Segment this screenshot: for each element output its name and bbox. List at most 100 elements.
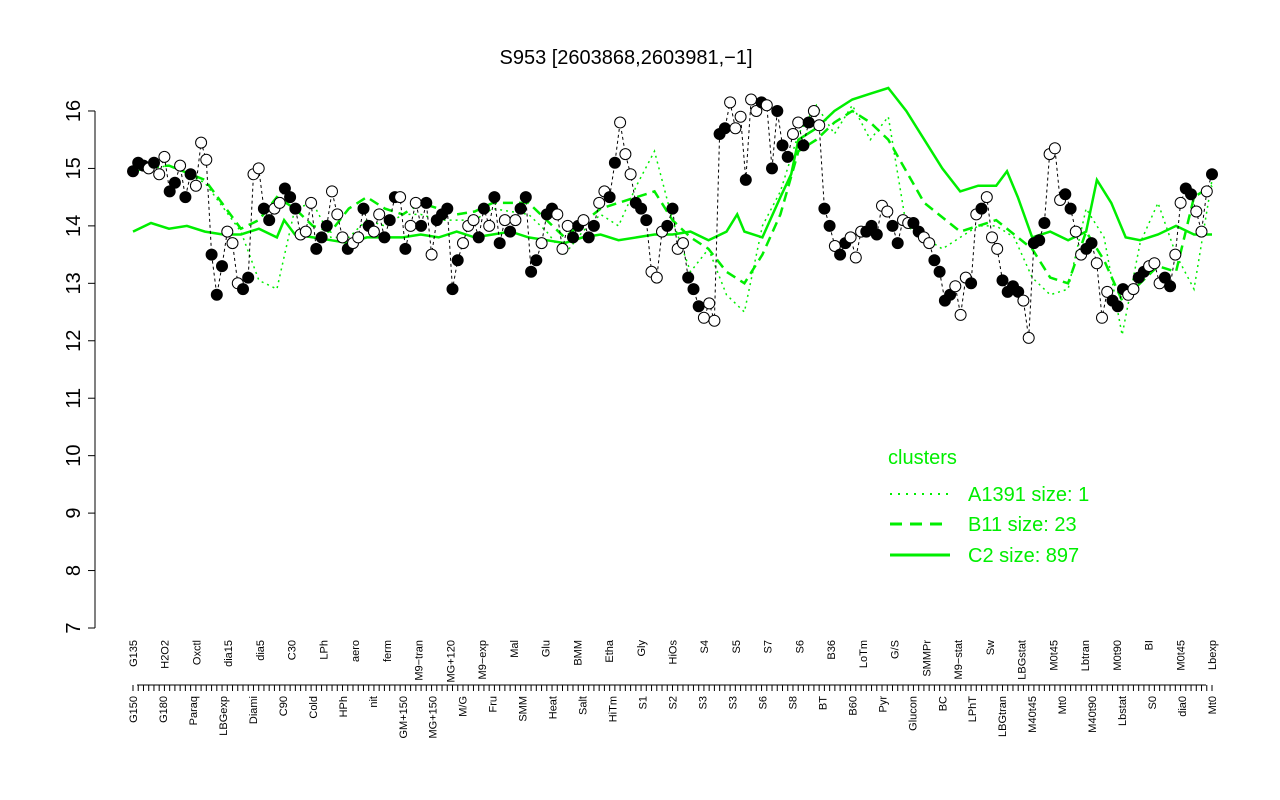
x-tick-label: dia0 (1177, 696, 1189, 717)
data-point (666, 202, 679, 215)
x-tick-label: Mal (509, 640, 521, 658)
x-tick-label: B60 (847, 696, 859, 716)
data-point (729, 122, 742, 135)
x-tick-label: MG+120 (445, 640, 457, 683)
data-point (739, 173, 752, 186)
x-tick-label: Lbexp (1207, 640, 1219, 670)
data-point (310, 242, 323, 255)
data-point (635, 202, 648, 215)
data-point (189, 179, 202, 192)
data-points (127, 93, 1218, 344)
data-point (996, 274, 1009, 287)
data-point (640, 214, 653, 227)
x-tick-label: LPhT (967, 696, 979, 723)
data-point (457, 237, 469, 250)
x-tick-label: Lbtran (1080, 640, 1092, 671)
x-tick-label: Glu (541, 640, 553, 657)
data-point (179, 191, 192, 204)
data-point (357, 202, 370, 215)
data-point (263, 214, 276, 227)
x-tick-label: S4 (699, 640, 711, 653)
x-tick-label: M40t90 (1087, 696, 1099, 733)
data-point (797, 139, 810, 152)
legend-label-a1391: A1391 size: 1 (968, 484, 1089, 506)
x-tick-label: G150 (128, 696, 140, 723)
data-point (870, 228, 883, 241)
x-tick-label: G180 (158, 696, 170, 723)
data-point (394, 191, 407, 204)
x-tick-label: Oxctl (191, 640, 203, 665)
x-tick-label: HPh (338, 696, 350, 717)
data-point (1185, 188, 1197, 201)
data-point (226, 237, 239, 250)
data-point (687, 283, 700, 296)
data-point (1200, 185, 1213, 198)
data-point (242, 271, 255, 284)
data-point (367, 225, 380, 238)
y-tick-label: 16 (63, 100, 85, 122)
x-tick-label: Mt0 (1207, 696, 1219, 714)
data-point (210, 288, 223, 301)
data-point (409, 196, 422, 209)
data-point (1148, 257, 1161, 270)
data-point (1038, 217, 1051, 229)
data-point (1127, 283, 1140, 296)
x-tick-label: BMM (572, 640, 584, 666)
data-point (834, 248, 847, 261)
data-point (582, 231, 595, 244)
data-point (498, 214, 511, 227)
x-tick-label: GM+150 (398, 696, 410, 739)
data-point (477, 202, 490, 215)
data-point (781, 150, 794, 163)
x-tick-label: Pyr (877, 696, 889, 713)
data-point (991, 242, 1004, 255)
data-point (315, 231, 328, 244)
data-point (561, 219, 574, 232)
x-tick-label: SMM (518, 696, 530, 722)
x-tick-label: dia5 (255, 640, 267, 661)
data-point (483, 219, 496, 232)
data-point (886, 219, 899, 232)
data-point (718, 122, 731, 135)
x-tick-label: M9−tran (414, 640, 426, 681)
data-point (1206, 168, 1218, 181)
data-point (331, 208, 344, 221)
data-point (336, 231, 349, 244)
legend-label-c2: C2 size: 897 (968, 545, 1079, 567)
data-point (404, 219, 417, 232)
x-tick-label: G/S (890, 640, 902, 659)
data-point (708, 314, 721, 327)
data-point (257, 202, 270, 215)
data-point (923, 237, 936, 250)
data-point (745, 93, 758, 106)
x-tick-label: Cold (308, 696, 320, 719)
y-tick-label: 8 (63, 565, 85, 576)
data-point (148, 156, 160, 169)
data-point (603, 191, 616, 204)
y-tick-label: 11 (63, 388, 85, 409)
data-point (865, 219, 878, 232)
data-point (1022, 331, 1035, 344)
data-point (703, 297, 716, 310)
data-point (567, 231, 579, 244)
data-point (278, 182, 291, 195)
data-point (587, 219, 600, 232)
data-point (650, 271, 663, 284)
data-point (509, 214, 522, 227)
data-point (1101, 285, 1114, 298)
y-axis: 7 8 9 10 11 12 13 14 15 16 (63, 100, 96, 634)
x-tick-label: S0 (1147, 696, 1159, 709)
data-point (724, 96, 737, 109)
data-point (792, 116, 805, 129)
x-tick-label: LBGtran (997, 696, 1009, 737)
data-point (975, 202, 988, 215)
data-point (1090, 257, 1103, 270)
x-tick-label: Gly (636, 640, 648, 657)
x-tick-label: C30 (287, 640, 299, 660)
x-tick-label: G135 (128, 640, 140, 667)
y-tick-label: 9 (63, 508, 85, 519)
data-point (378, 231, 391, 244)
data-point (221, 225, 234, 238)
y-tick-label: 15 (63, 157, 85, 179)
data-point (1158, 271, 1171, 284)
